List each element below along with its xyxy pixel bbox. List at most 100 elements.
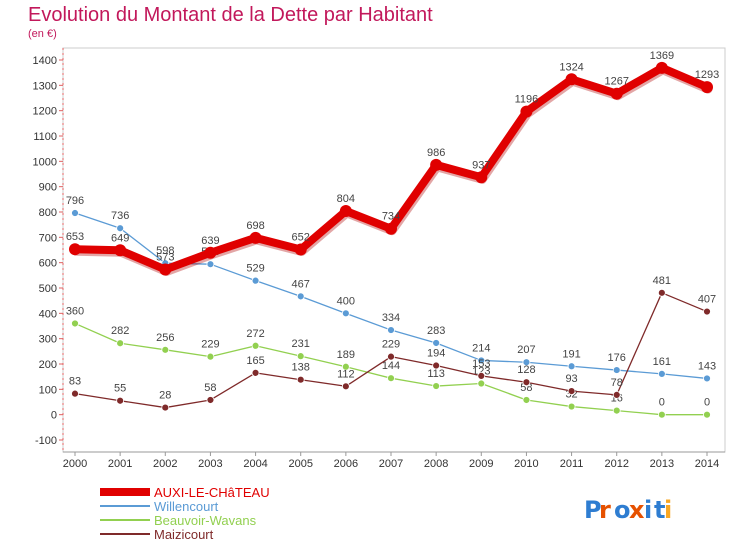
proxiti-logo: Pr ox i ti [584, 496, 672, 524]
series-point-2 [387, 374, 395, 383]
series-point-0 [385, 222, 397, 235]
series-point-0 [520, 105, 533, 118]
series-point-3 [432, 361, 441, 370]
y-tick-label: 900 [39, 182, 57, 194]
data-label: 143 [698, 360, 716, 372]
svg-text:P: P [584, 496, 602, 524]
data-label: 653 [66, 231, 84, 243]
svg-text:i: i [644, 496, 652, 524]
series-point-2 [703, 410, 711, 419]
data-label: 698 [246, 220, 264, 232]
series-point-2 [341, 362, 350, 371]
x-tick-label: 2000 [63, 458, 87, 470]
series-point-0 [655, 61, 668, 74]
series-point-1 [296, 292, 305, 301]
series-point-1 [477, 356, 486, 365]
x-tick-label: 2002 [153, 458, 177, 470]
series-point-1 [251, 276, 260, 285]
data-label: 1324 [559, 61, 583, 73]
series-point-3 [161, 403, 170, 412]
series-point-0 [114, 244, 127, 257]
y-tick-label: 1000 [33, 156, 57, 168]
x-tick-label: 2005 [288, 458, 312, 470]
data-label: 598 [156, 245, 174, 257]
series-point-2 [567, 402, 576, 411]
x-tick-label: 2012 [604, 458, 628, 470]
legend-label: Willencourt [154, 499, 219, 514]
x-tick-label: 2009 [469, 458, 493, 470]
data-label: 231 [292, 338, 310, 350]
series-point-3 [116, 396, 125, 405]
series-point-2 [612, 406, 621, 415]
svg-text:i: i [664, 496, 672, 524]
data-label: 128 [517, 364, 535, 376]
y-tick-label: 1400 [33, 55, 57, 67]
data-label: 407 [698, 294, 716, 306]
data-label: 78 [611, 377, 623, 389]
data-label: 467 [292, 278, 310, 290]
y-tick-label: 1100 [33, 131, 57, 143]
data-label: 191 [562, 348, 580, 360]
chart-unit: (en €) [28, 28, 57, 40]
series-point-3 [341, 382, 350, 391]
series-point-2 [161, 345, 170, 354]
series-point-3 [567, 387, 576, 396]
data-label: 272 [246, 328, 264, 340]
series-point-0 [204, 246, 217, 259]
data-label: 986 [427, 147, 445, 159]
svg-text:r: r [599, 496, 611, 524]
data-label: 28 [159, 390, 171, 402]
series-point-2 [657, 410, 666, 419]
series-point-1 [206, 260, 215, 269]
series-shadow [71, 65, 713, 277]
series-point-2 [296, 352, 305, 361]
data-label: 529 [246, 263, 264, 275]
y-tick-label: 1300 [33, 80, 57, 92]
y-tick-label: 800 [39, 207, 57, 219]
x-tick-label: 2013 [650, 458, 674, 470]
y-tick-label: 0 [51, 410, 57, 422]
y-tick-label: 500 [39, 283, 57, 295]
legend-label: Maizicourt [154, 527, 214, 542]
svg-text:o: o [614, 496, 631, 524]
data-label: 652 [292, 231, 310, 243]
x-tick-label: 2001 [108, 458, 132, 470]
series-point-2 [71, 319, 79, 328]
legend-label: AUXI-LE-CHâTEAU [154, 485, 270, 500]
data-label: 360 [66, 305, 84, 317]
data-label: 58 [520, 382, 532, 394]
series-point-3 [71, 389, 79, 398]
series-point-2 [522, 396, 531, 404]
y-tick-label: 1200 [33, 106, 57, 118]
data-label: 796 [66, 195, 84, 207]
data-label: 144 [382, 360, 400, 372]
series-point-0 [430, 158, 443, 171]
series-point-1 [612, 366, 621, 374]
data-label: 161 [653, 356, 671, 368]
y-tick-label: 700 [39, 232, 57, 244]
data-label: 1293 [695, 69, 719, 81]
data-label: 736 [111, 210, 129, 222]
data-label: 93 [565, 373, 577, 385]
series-point-1 [116, 224, 125, 233]
series-point-3 [206, 396, 215, 404]
x-tick-label: 2010 [514, 458, 538, 470]
data-label: 1267 [604, 76, 628, 88]
data-label: 189 [337, 349, 355, 361]
x-tick-label: 2006 [334, 458, 358, 470]
data-label: 113 [427, 368, 445, 380]
data-label: 0 [659, 397, 665, 409]
data-label: 937 [472, 159, 490, 171]
data-label: 573 [156, 252, 174, 264]
data-label: 283 [427, 325, 445, 337]
data-label: 0 [704, 397, 710, 409]
data-label: 481 [653, 275, 671, 287]
series-point-3 [296, 375, 305, 384]
series-point-0 [69, 243, 81, 256]
series-point-1 [567, 362, 576, 371]
series-point-2 [116, 339, 125, 348]
data-label: 639 [201, 235, 219, 247]
y-tick-label: 400 [39, 308, 57, 320]
data-label: 649 [111, 232, 129, 244]
series-point-1 [657, 369, 666, 378]
